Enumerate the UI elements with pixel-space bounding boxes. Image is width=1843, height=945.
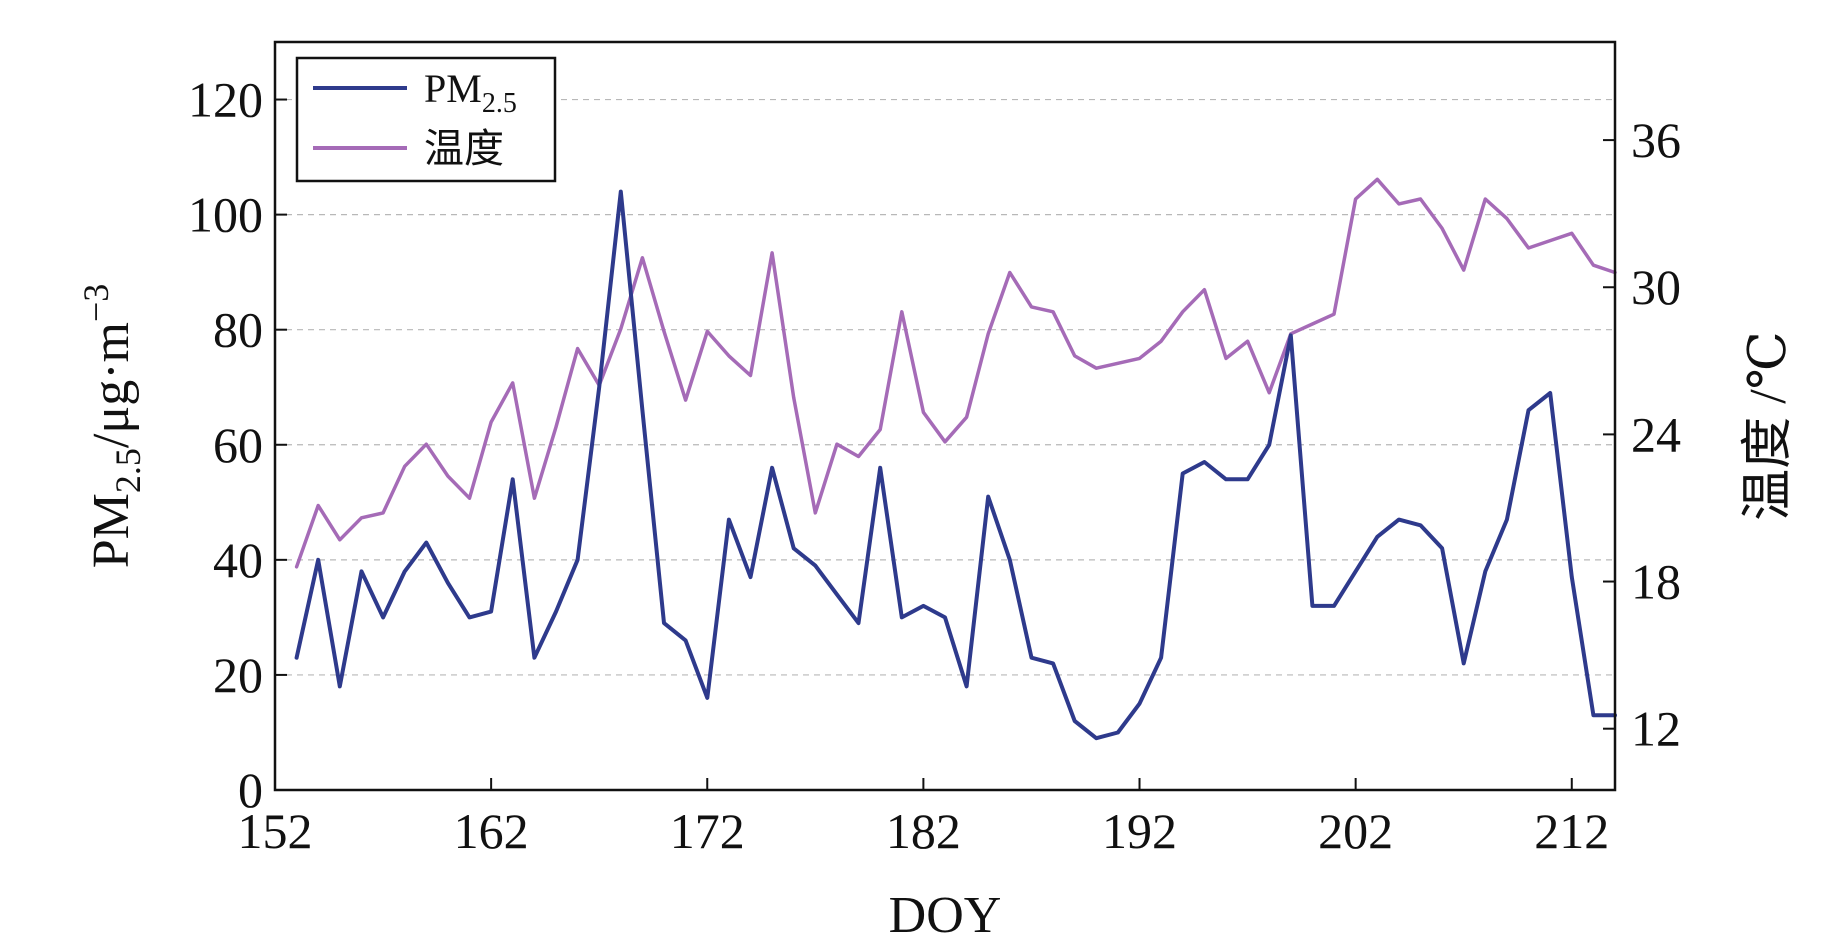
legend-label-pm25-subscript: 2.5 [482, 88, 517, 119]
x-axis-title: DOY [889, 887, 1002, 944]
legend: PM2.5 温度 [295, 56, 557, 183]
y2-axis-title: 温度 /℃ [1740, 331, 1797, 521]
legend-label-pm25: PM2.5 [424, 66, 517, 119]
series-line-pm25 [294, 189, 1617, 741]
y2-tick-label-24: 24 [1631, 406, 1681, 462]
x-tick-label-182: 182 [886, 803, 961, 859]
y-tick-label-60: 60 [213, 417, 263, 473]
legend-box [295, 56, 557, 183]
y-tick-label-100: 100 [188, 187, 263, 243]
x-tick-label-162: 162 [454, 803, 529, 859]
y-tick-label-40: 40 [213, 532, 263, 588]
series-line-temperature [294, 177, 1617, 569]
y2-tick-label-36: 36 [1631, 112, 1681, 168]
y-tick-label-0: 0 [238, 762, 263, 818]
axes: 0 20 40 60 80 100 120 12 18 24 30 36 152 162 172 182 192… [188, 72, 1681, 859]
y-axis-title-superscript: −3 [76, 284, 116, 322]
y-axis-title-subscript: 2.5 [108, 448, 148, 493]
y-axis-title: PM2.5/μg·m−3 [76, 284, 148, 569]
x-tick-label-212: 212 [1534, 803, 1609, 859]
y2-tick-label-18: 18 [1631, 554, 1681, 610]
y-tick-label-120: 120 [188, 72, 263, 128]
legend-label-temperature: 温度 [424, 126, 504, 171]
x-tick-label-202: 202 [1318, 803, 1393, 859]
legend-label-pm25-main: PM [424, 66, 482, 111]
y2-tick-label-12: 12 [1631, 701, 1681, 757]
y-tick-label-80: 80 [213, 302, 263, 358]
x-tick-label-172: 172 [670, 803, 745, 859]
y-axis-title-unit: /μg·m [83, 322, 140, 448]
series-layer [294, 177, 1617, 741]
y-tick-label-20: 20 [213, 647, 263, 703]
y2-tick-label-30: 30 [1631, 259, 1681, 315]
x-tick-label-192: 192 [1102, 803, 1177, 859]
y-axis-title-main: PM [83, 493, 140, 568]
plot-frame [273, 40, 1617, 792]
x-tick-label-152: 152 [238, 803, 313, 859]
